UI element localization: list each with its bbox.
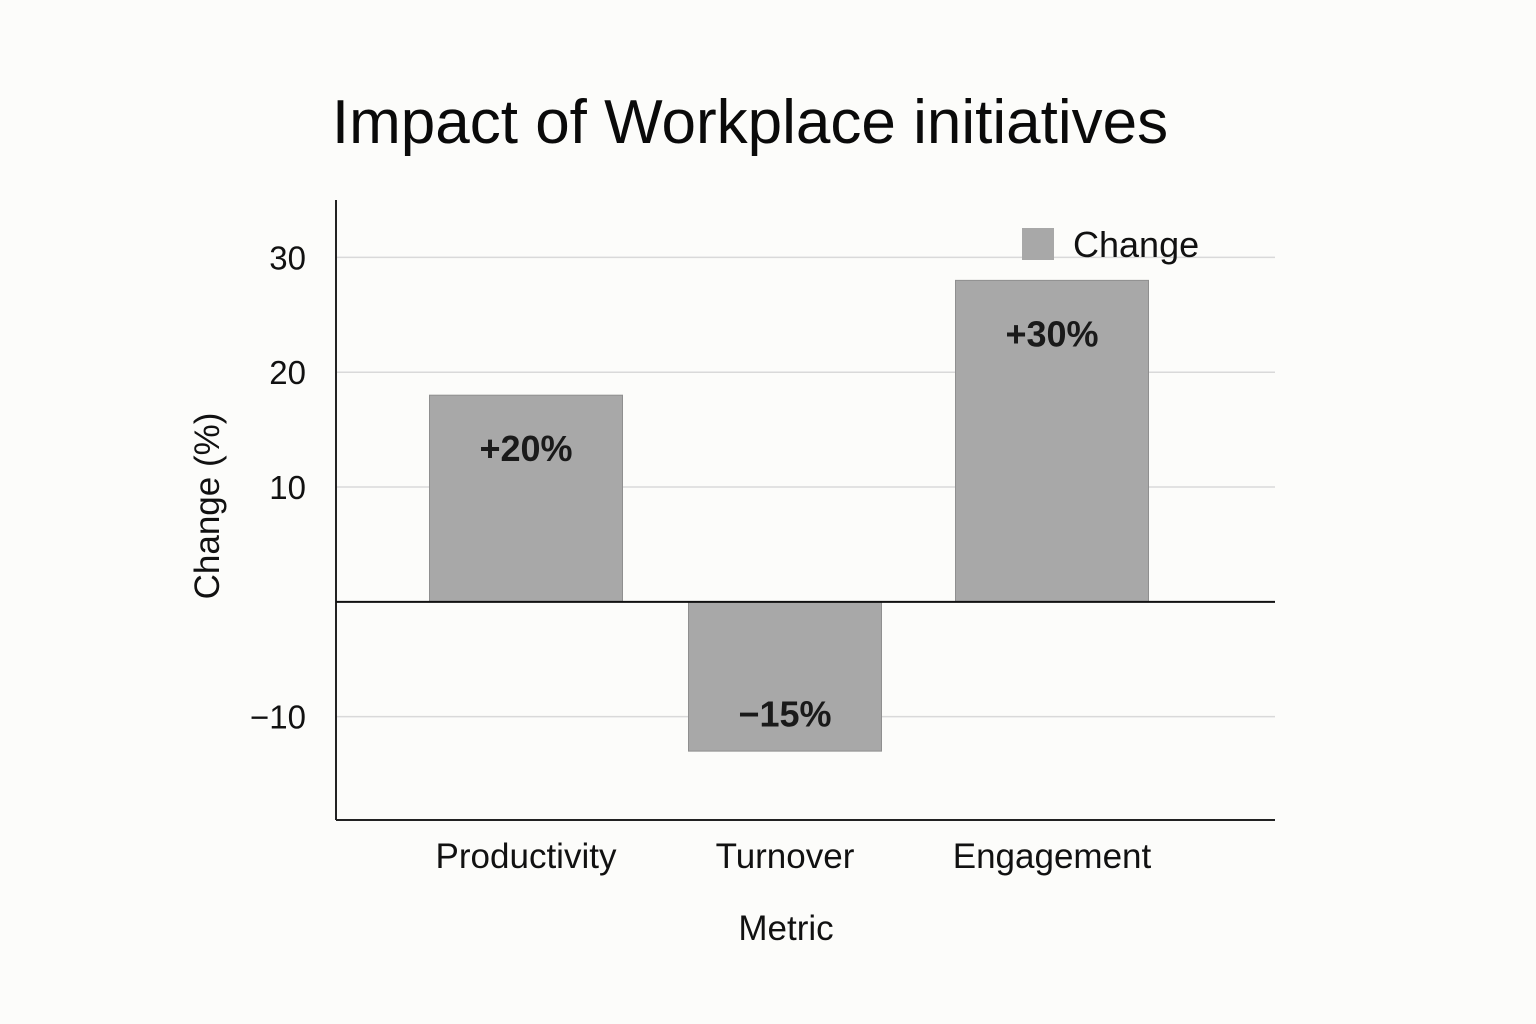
y-tick-label: 30 xyxy=(269,239,306,276)
axes xyxy=(335,200,1275,821)
y-tick-label: 10 xyxy=(269,469,306,506)
x-tick-labels: Productivity Turnover Engagement xyxy=(436,837,1152,876)
y-tick-label: −10 xyxy=(250,699,306,736)
y-tick-label: 20 xyxy=(269,354,306,391)
bars xyxy=(429,279,1149,752)
chart-title: Impact of Workplace initiatives xyxy=(332,88,1168,157)
bar xyxy=(955,279,1149,603)
x-tick-label: Engagement xyxy=(953,837,1152,876)
legend-swatch xyxy=(1022,228,1054,260)
y-axis-title: Change (%) xyxy=(188,413,227,600)
legend-label: Change xyxy=(1073,224,1199,265)
x-axis-title: Metric xyxy=(738,909,833,948)
legend: Change xyxy=(1022,224,1199,265)
data-labels: +20% −15% +30% xyxy=(479,313,1098,734)
data-label: +30% xyxy=(1005,313,1098,354)
data-label: +20% xyxy=(479,428,572,469)
bar xyxy=(429,394,623,603)
x-tick-label: Productivity xyxy=(436,837,617,876)
y-tick-labels: 30 20 10 −10 xyxy=(250,239,306,735)
data-label: −15% xyxy=(738,694,831,735)
x-tick-label: Turnover xyxy=(716,837,855,876)
bar xyxy=(688,601,882,752)
